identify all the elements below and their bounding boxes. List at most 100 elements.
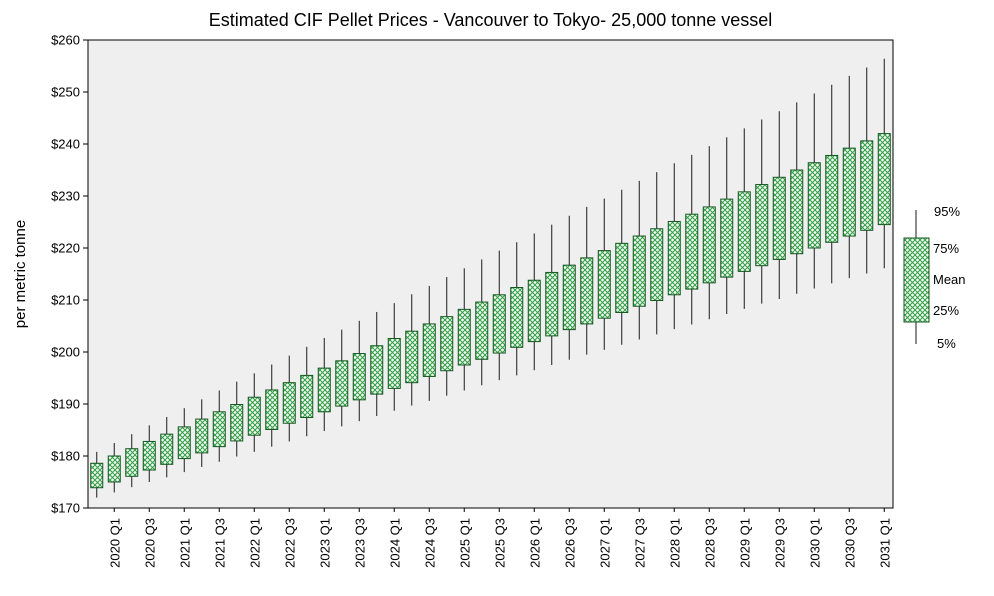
y-tick-label: $230	[51, 189, 80, 204]
y-tick-label: $250	[51, 85, 80, 100]
box-rect	[492, 294, 506, 354]
box-rect	[790, 169, 804, 255]
box-item	[772, 111, 786, 299]
boxplot-series	[90, 58, 891, 498]
box-item	[650, 172, 664, 335]
box-rect	[142, 440, 156, 471]
x-tick-label: 2023 Q3	[352, 518, 367, 568]
box-rect	[177, 426, 191, 460]
box-rect	[370, 345, 384, 395]
box-item	[825, 84, 839, 284]
box-rect	[860, 140, 874, 231]
box-item	[667, 163, 681, 330]
chart-title: Estimated CIF Pellet Prices - Vancouver …	[208, 10, 773, 30]
y-tick-label: $200	[51, 345, 80, 360]
box-rect	[650, 228, 664, 302]
x-tick-label: 2024 Q3	[422, 518, 437, 568]
y-tick-label: $180	[51, 449, 80, 464]
box-rect	[737, 191, 751, 272]
box-item	[860, 67, 874, 274]
box-rect	[195, 418, 209, 454]
x-tick-label: 2022 Q1	[247, 518, 262, 568]
x-tick-label: 2027 Q1	[597, 518, 612, 568]
box-item	[702, 146, 716, 320]
box-item	[755, 119, 769, 304]
x-tick-label: 2020 Q1	[107, 518, 122, 568]
box-item	[90, 451, 104, 498]
plot-border	[87, 39, 894, 509]
box-item	[720, 137, 734, 315]
box-rect	[755, 184, 769, 267]
box-rect	[632, 235, 646, 307]
box-item	[265, 364, 279, 447]
box-rect	[265, 389, 279, 430]
y-axis: $170 $180 $190 $200 $210 $220 $230 $240 $250 $260	[51, 33, 88, 516]
x-tick-label: 2028 Q3	[702, 518, 717, 568]
box-item	[475, 259, 489, 386]
x-tick-label: 2026 Q3	[562, 518, 577, 568]
legend-label-25: 25%	[933, 303, 960, 318]
legend-sample	[903, 210, 930, 344]
box-item	[510, 242, 524, 376]
y-tick-label: $240	[51, 137, 80, 152]
legend-box-rect	[903, 237, 930, 323]
x-tick-label: 2028 Q1	[667, 518, 682, 568]
box-item	[440, 277, 454, 396]
box-rect	[387, 337, 401, 389]
legend-label-5: 5%	[937, 336, 956, 351]
y-tick-label: $210	[51, 293, 80, 308]
box-item	[457, 268, 471, 391]
box-item	[247, 373, 261, 452]
box-rect	[335, 360, 349, 407]
y-tick-label: $260	[51, 33, 80, 48]
box-item	[160, 417, 174, 478]
box-item	[545, 224, 559, 365]
x-tick-label: 2021 Q1	[177, 518, 192, 568]
box-item	[737, 128, 751, 309]
box-rect	[702, 206, 716, 284]
x-tick-label: 2022 Q3	[282, 518, 297, 568]
x-tick-label: 2030 Q1	[807, 518, 822, 568]
x-axis: 2020 Q1 2020 Q3 2021 Q1 2021 Q3 2022 Q1 2022 …	[107, 508, 892, 568]
x-tick-label: 2024 Q1	[387, 518, 402, 568]
box-rect	[90, 462, 104, 489]
box-rect	[527, 279, 541, 343]
box-item	[177, 408, 191, 473]
box-rect	[615, 242, 629, 313]
box-item	[597, 198, 611, 350]
box-item	[632, 180, 646, 340]
box-rect	[107, 455, 121, 483]
box-rect	[440, 316, 454, 372]
x-tick-label: 2026 Q1	[527, 518, 542, 568]
box-item	[370, 311, 384, 416]
box-item	[352, 320, 366, 422]
box-item	[527, 233, 541, 371]
box-rect	[877, 133, 891, 226]
box-item	[317, 337, 331, 432]
box-item	[422, 285, 436, 401]
box-item	[790, 102, 804, 294]
box-rect	[125, 448, 139, 477]
box-rect	[772, 176, 786, 260]
box-rect	[282, 382, 296, 424]
legend-label-95: 95%	[934, 204, 961, 219]
box-rect	[667, 220, 681, 296]
x-tick-label: 2025 Q3	[492, 518, 507, 568]
box-rect	[720, 198, 734, 278]
box-item	[230, 381, 244, 457]
box-rect	[580, 257, 594, 325]
box-item	[685, 154, 699, 325]
legend-label-75: 75%	[933, 241, 960, 256]
box-rect	[352, 353, 366, 401]
box-item	[387, 303, 401, 411]
y-tick-label: $220	[51, 241, 80, 256]
box-rect	[825, 154, 839, 243]
box-item	[807, 93, 821, 289]
x-tick-label: 2030 Q3	[842, 518, 857, 568]
box-rect	[247, 396, 261, 436]
box-item	[212, 390, 226, 462]
box-rect	[317, 367, 331, 413]
box-rect	[807, 162, 821, 249]
